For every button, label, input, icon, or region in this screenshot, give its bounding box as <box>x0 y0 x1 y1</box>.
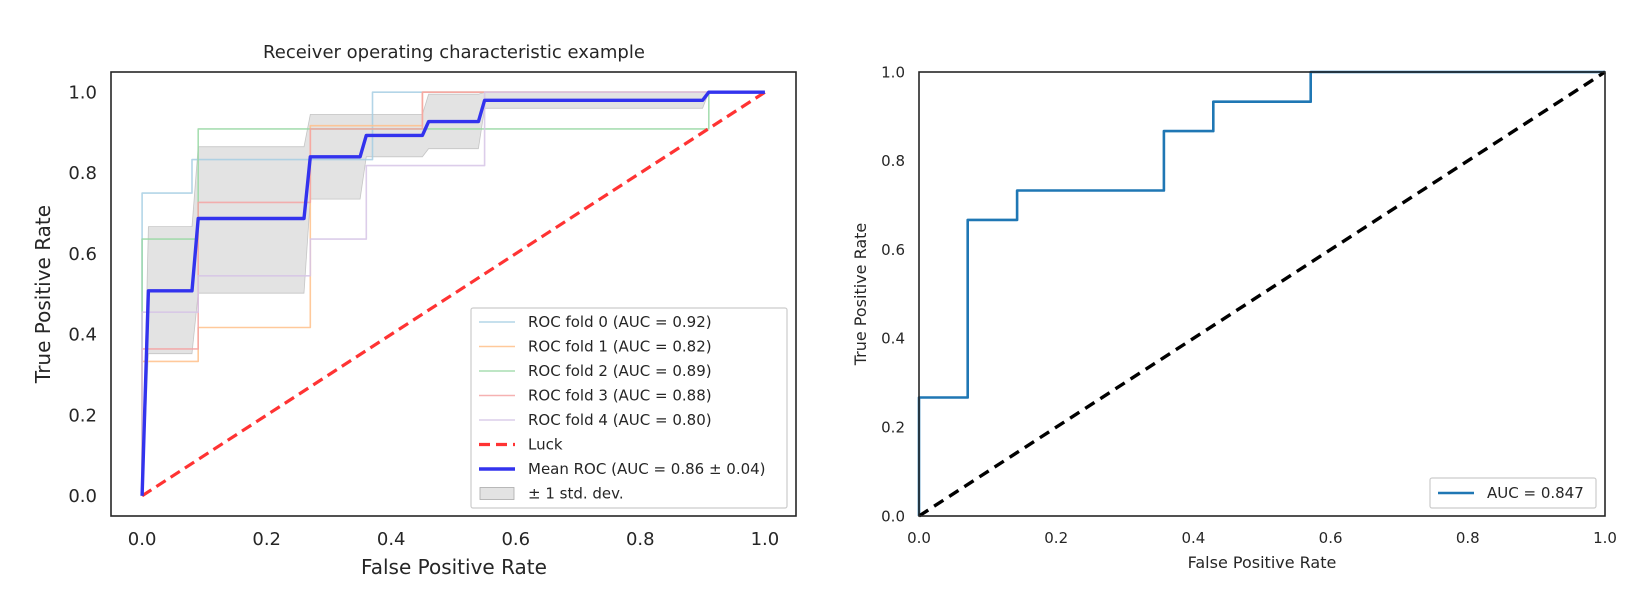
legend-label: ROC fold 4 (AUC = 0.80) <box>528 411 712 429</box>
legend-entries-left: ROC fold 0 (AUC = 0.92) ROC fold 1 (AUC =… <box>479 313 766 503</box>
x-tick-label: 0.6 <box>501 529 530 550</box>
chart-left-title: Receiver operating characteristic exampl… <box>263 42 645 63</box>
std-dev-area <box>141 91 765 496</box>
legend-label: AUC = 0.847 <box>1487 484 1584 502</box>
series-line-0 <box>917 70 1605 516</box>
x-axis-label-left: False Positive Rate <box>361 555 547 579</box>
x-tick-label: 0.8 <box>626 529 655 550</box>
plot-frame-left <box>110 71 797 517</box>
series-line-4 <box>141 91 765 496</box>
legend-label: Mean ROC (AUC = 0.86 ± 0.04) <box>528 460 766 478</box>
roc-series-right <box>917 70 1606 518</box>
x-tick-label: 0.2 <box>252 529 281 550</box>
legend-label: ROC fold 3 (AUC = 0.88) <box>528 387 712 405</box>
x-tick-label: 1.0 <box>751 529 780 550</box>
y-tick-label: 0.6 <box>881 241 905 259</box>
legend-swatch-band <box>479 487 515 500</box>
legend-entries-right: AUC = 0.847 <box>1438 484 1584 502</box>
y-axis-label-right: True Positive Rate <box>851 223 870 367</box>
y-tick-label: 0.6 <box>68 244 97 265</box>
legend-right: AUC = 0.847 <box>1429 477 1597 509</box>
x-tick-label: 0.4 <box>1181 529 1205 547</box>
legend-left: ROC fold 0 (AUC = 0.92) ROC fold 1 (AUC =… <box>470 307 788 509</box>
legend-label: ROC fold 1 (AUC = 0.82) <box>528 338 712 356</box>
y-tick-label: 0.4 <box>68 325 97 346</box>
legend-label: ± 1 std. dev. <box>528 485 624 503</box>
y-axis-label-left: True Positive Rate <box>31 205 55 384</box>
x-tick-label: 1.0 <box>1593 529 1617 547</box>
roc-chart-right: 0.0 0.2 0.4 0.6 0.8 1.0 0.0 0.2 0.4 0.6 0.8 1.0 Fa… <box>851 63 1617 572</box>
y-tick-label: 0.0 <box>881 507 905 525</box>
y-tick-label: 1.0 <box>68 83 97 104</box>
series-line-1 <box>918 70 1606 518</box>
y-tick-label: 1.0 <box>881 63 905 81</box>
y-tick-label: 0.2 <box>881 418 905 436</box>
legend-label: ROC fold 0 (AUC = 0.92) <box>528 313 712 331</box>
x-tick-label: 0.6 <box>1319 529 1343 547</box>
y-tick-label: 0.8 <box>881 152 905 170</box>
series-line-5 <box>141 90 766 498</box>
y-tick-label: 0.8 <box>68 163 97 184</box>
roc-chart-left: Receiver operating characteristic exampl… <box>31 42 797 579</box>
x-tick-label: 0.0 <box>128 529 157 550</box>
x-tick-label: 0.4 <box>377 529 406 550</box>
x-tick-label: 0.2 <box>1044 529 1068 547</box>
x-tick-labels-left: 0.0 0.2 0.4 0.6 0.8 1.0 <box>128 529 779 550</box>
x-tick-label: 0.8 <box>1456 529 1480 547</box>
legend-label: Luck <box>528 436 563 454</box>
y-tick-labels-right: 0.0 0.2 0.4 0.6 0.8 1.0 <box>881 63 905 525</box>
x-tick-label: 0.0 <box>907 529 931 547</box>
std-dev-band <box>141 91 765 496</box>
legend-frame-left <box>470 307 788 509</box>
series-line-3 <box>141 91 765 496</box>
legend-label: ROC fold 2 (AUC = 0.89) <box>528 362 712 380</box>
series-line-6 <box>140 90 765 496</box>
y-tick-label: 0.4 <box>881 330 905 348</box>
series-line-0 <box>141 91 765 496</box>
roc-series-left <box>140 90 766 498</box>
x-tick-labels-right: 0.0 0.2 0.4 0.6 0.8 1.0 <box>907 529 1617 547</box>
plot-frame-right <box>918 71 1606 517</box>
y-tick-label: 0.0 <box>68 486 97 507</box>
legend-frame-right <box>1429 477 1597 509</box>
y-tick-label: 0.2 <box>68 405 97 426</box>
y-tick-labels-left: 0.0 0.2 0.4 0.6 0.8 1.0 <box>68 83 97 508</box>
x-axis-label-right: False Positive Rate <box>1188 553 1337 572</box>
